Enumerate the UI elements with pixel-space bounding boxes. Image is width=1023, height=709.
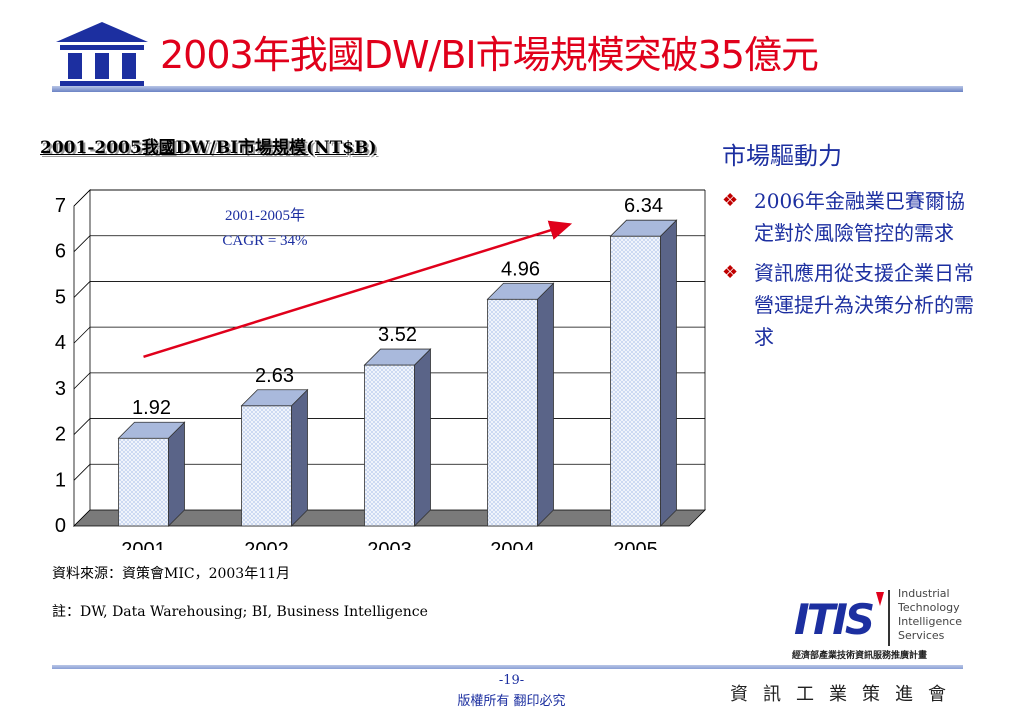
y-tick-label: 2: [55, 424, 66, 446]
organization-name: 資訊工業策進會: [730, 684, 961, 705]
svg-text:經濟部產業技術資訊服務推廣計畫: 經濟部產業技術資訊服務推廣計畫: [792, 649, 927, 661]
svg-text:Technology: Technology: [897, 601, 960, 614]
bar-top: [240, 389, 309, 407]
y-tick-label: 6: [55, 241, 66, 263]
chart-title: 2001-2005我國DW/BI市場規模(NT$B): [40, 138, 377, 158]
bar-chart: 0 1 2 3 4 5 6 7 1.92 2001 2.63 2002 3.52 2003 4.96 2004…: [55, 189, 706, 550]
diamond-bullet-icon: ❖: [722, 262, 739, 283]
footer-divider: [52, 665, 963, 669]
bar: [610, 235, 661, 527]
bar-top: [363, 348, 432, 366]
driver-bullet: ❖ 2006年金融業巴賽爾協定對於風險管控的需求: [722, 185, 982, 249]
x-tick-label: 2002: [244, 539, 289, 550]
svg-text:Industrial: Industrial: [898, 587, 950, 600]
y-tick-label: 0: [55, 515, 66, 537]
bar-side: [291, 388, 308, 527]
footnote: 註：DW, Data Warehousing; BI, Business Int…: [52, 604, 428, 620]
gridline-depth: [73, 281, 91, 298]
gridline-depth: [73, 372, 91, 390]
source-note: 資料來源：資策會MIC，2003年11月: [52, 566, 291, 582]
plot-side-wall: [73, 189, 91, 527]
bar-top: [117, 421, 186, 439]
diamond-bullet-icon: ❖: [722, 190, 739, 211]
bar-side: [537, 282, 554, 527]
bar: [241, 405, 292, 527]
cagr-annotation-line1: 2001-2005年: [225, 207, 305, 224]
y-tick-label: 1: [55, 469, 66, 491]
bar-top: [609, 219, 678, 237]
market-drivers-panel: 市場驅動力 ❖ 2006年金融業巴賽爾協定對於風險管控的需求 ❖ 資訊應用從支援…: [722, 136, 982, 361]
driver-text: 2006年金融業巴賽爾協定對於風險管控的需求: [754, 189, 965, 245]
bar: [118, 437, 169, 527]
bar-side: [168, 421, 185, 527]
x-tick-label: 2004: [490, 539, 535, 550]
y-tick-label: 4: [55, 332, 66, 354]
y-tick-label: 5: [55, 286, 66, 308]
svg-text:ITIS: ITIS: [794, 595, 873, 644]
gridline-depth: [73, 464, 91, 481]
x-tick-label: 2003: [367, 539, 412, 550]
data-label: 6.34: [624, 195, 663, 217]
trend-arrow: [143, 220, 573, 359]
page-number: -19-: [498, 673, 525, 688]
bar-top: [486, 282, 555, 300]
cagr-annotation-line2: CAGR = 34%: [222, 233, 307, 249]
driver-text: 資訊應用從支援企業日常營運提升為決策分析的需求: [754, 261, 974, 349]
market-drivers-heading: 市場驅動力: [722, 142, 842, 170]
driver-bullet: ❖ 資訊應用從支援企業日常營運提升為決策分析的需求: [722, 257, 982, 353]
bar: [487, 298, 538, 527]
data-label: 1.92: [132, 397, 171, 419]
bar-side: [414, 348, 431, 527]
bar: [364, 364, 415, 527]
copyright-notice: 版權所有 翻印必究: [457, 694, 566, 709]
x-tick-label: 2005: [613, 539, 658, 550]
x-tick-label: 2001: [121, 539, 166, 550]
gridline-depth: [73, 235, 91, 252]
y-tick-label: 3: [55, 378, 66, 400]
iii-logo: [56, 22, 148, 87]
svg-text:Services: Services: [898, 629, 945, 642]
bar-side: [660, 219, 677, 527]
data-label: 2.63: [255, 365, 294, 387]
gridline-depth: [73, 189, 91, 207]
gridline-depth: [73, 418, 91, 435]
itis-logo: ITIS Industrial Technology Intelligence …: [792, 587, 962, 661]
slide-title: 2003年我國DW/BI市場規模突破35億元: [160, 33, 819, 77]
svg-text:Intelligence: Intelligence: [898, 615, 962, 628]
data-label: 3.52: [378, 324, 417, 346]
data-label: 4.96: [501, 258, 540, 280]
title-divider: [52, 86, 963, 92]
y-tick-label: 7: [55, 195, 66, 217]
gridline-depth: [73, 326, 91, 344]
